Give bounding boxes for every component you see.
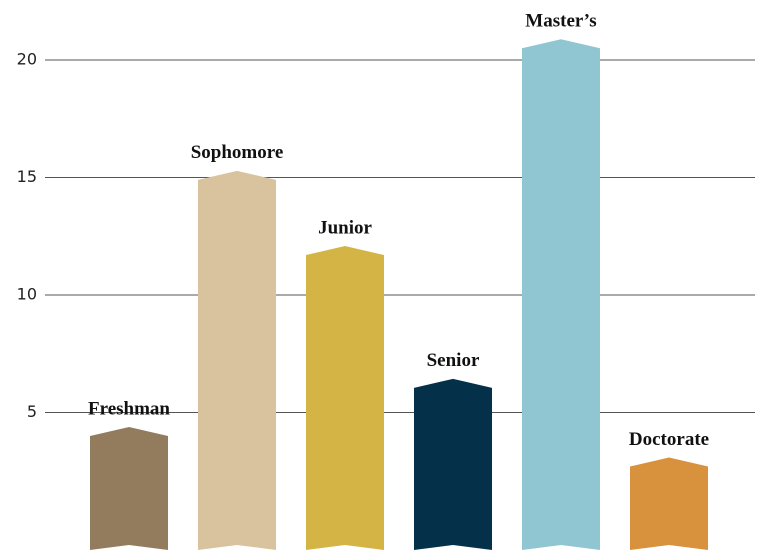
bar-label: Master’s bbox=[525, 11, 596, 32]
bar bbox=[522, 39, 600, 550]
bar-label: Doctorate bbox=[629, 429, 709, 450]
bar bbox=[90, 427, 168, 550]
bar-label: Freshman bbox=[88, 398, 170, 419]
y-tick-label: 5 bbox=[27, 402, 37, 421]
bar bbox=[198, 170, 276, 550]
bar bbox=[414, 378, 492, 550]
bar-label: Junior bbox=[318, 217, 372, 238]
bar bbox=[306, 246, 384, 550]
y-tick-label: 20 bbox=[17, 50, 37, 69]
bar-label: Sophomore bbox=[191, 142, 284, 163]
bar-label: Senior bbox=[427, 350, 480, 371]
y-tick-label: 10 bbox=[17, 285, 37, 304]
y-tick-label: 15 bbox=[17, 167, 37, 186]
bar bbox=[630, 457, 708, 550]
